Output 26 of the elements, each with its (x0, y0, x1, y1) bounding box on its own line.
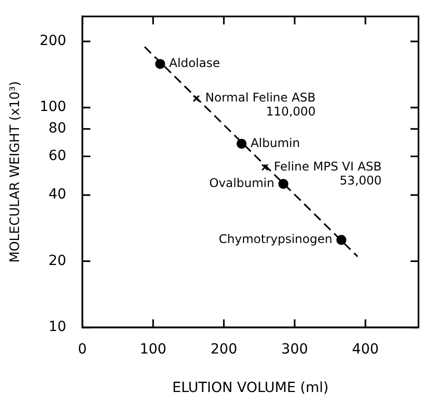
x-tick-label: 400 (352, 341, 379, 358)
annotation: Albumin (250, 136, 300, 150)
annotation: Normal Feline ASB 110,000 (205, 90, 316, 119)
y-tick-label: 40 (48, 186, 66, 203)
annotation: Chymotrypsinogen (218, 232, 332, 246)
point (192, 94, 200, 102)
annotation: Ovalbumin (209, 176, 274, 190)
point (336, 234, 346, 245)
x-tick-label: 100 (140, 341, 166, 358)
y-axis-title: MOLECULAR WEIGHT (x10³) (8, 81, 24, 263)
point (278, 178, 288, 189)
x-axis-title: ELUTION VOLUME (ml) (172, 380, 329, 396)
point (261, 164, 268, 171)
annotation: Feline MPS VI ASB 53,000 (274, 159, 382, 188)
y-tick-label: 100 (40, 99, 66, 116)
point (155, 58, 166, 69)
y-tick-label: 10 (48, 319, 66, 336)
y-tick-label: 200 (40, 33, 66, 50)
y-tick-label: 20 (48, 252, 66, 269)
y-tick-label: 60 (48, 148, 66, 164)
x-tick-label: 300 (281, 341, 308, 358)
x-tick-label: 200 (210, 341, 238, 358)
annotation: Aldolase (169, 56, 220, 70)
point (236, 138, 247, 149)
x-tick-label: 0 (78, 341, 87, 358)
y-tick-label: 80 (48, 120, 66, 137)
